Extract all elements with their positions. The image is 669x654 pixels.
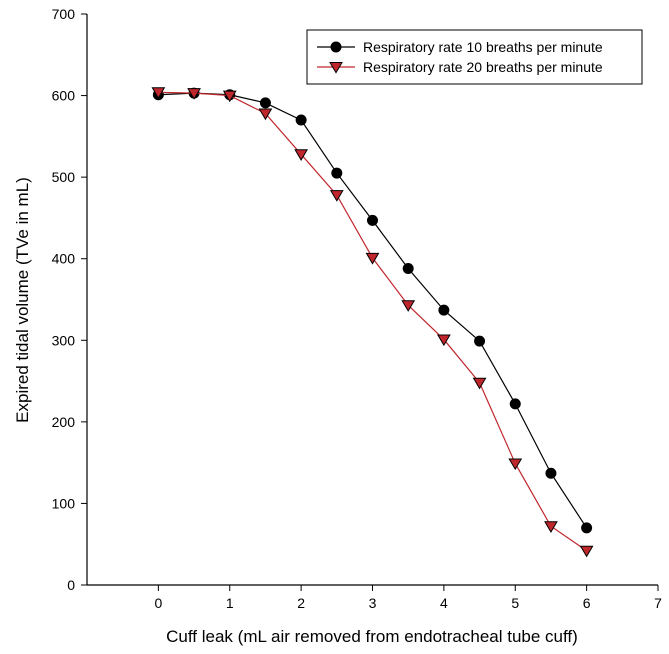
legend-marker-series-2 <box>329 62 343 74</box>
series-2-point <box>579 545 594 558</box>
series-2-point <box>365 252 380 265</box>
series-1 <box>152 87 593 534</box>
series-1-point <box>438 304 450 316</box>
series-2-point <box>544 521 558 533</box>
series-1-point <box>331 167 343 179</box>
y-tick-label: 500 <box>52 169 76 185</box>
series-2-point <box>329 190 344 202</box>
series-1-point <box>474 335 486 347</box>
series-1-point <box>259 97 271 109</box>
series-2-point <box>222 90 237 103</box>
series-1-point <box>402 263 414 275</box>
series-2-point <box>401 300 416 312</box>
series-1-line <box>158 92 588 529</box>
y-tick-label: 0 <box>67 577 75 593</box>
legend-label-series-2: Respiratory rate 20 breaths per minute <box>363 59 603 75</box>
series-2-point <box>151 87 166 99</box>
x-tick-label: 7 <box>654 595 662 611</box>
series-2-point <box>258 108 273 121</box>
y-tick-label: 700 <box>52 6 76 22</box>
x-axis-title: Cuff leak (mL air removed from endotrach… <box>166 627 578 646</box>
series-layer <box>151 87 594 558</box>
series-2-point <box>294 149 308 161</box>
series-2-point <box>437 334 451 347</box>
y-tick-label: 600 <box>52 88 76 104</box>
series-2-point <box>187 88 201 100</box>
series-1-point <box>545 467 557 479</box>
series-1-point <box>367 214 378 226</box>
x-tick-label: 2 <box>297 595 305 611</box>
x-tick-label: 3 <box>369 595 377 611</box>
x-tick-label: 0 <box>154 595 162 611</box>
x-tick-label: 5 <box>511 595 519 611</box>
series-1-point <box>581 522 593 534</box>
legend-label-series-1: Respiratory rate 10 breaths per minute <box>363 39 603 55</box>
x-tick-label: 4 <box>440 595 448 611</box>
legend: Respiratory rate 10 breaths per minute R… <box>306 29 643 85</box>
y-tick-label: 100 <box>52 495 76 511</box>
y-tick-label: 300 <box>52 332 76 348</box>
legend-box <box>306 29 643 85</box>
series-1-point <box>509 398 521 410</box>
y-axis-ticks: 0 100 200 300 400 500 600 700 <box>52 6 87 593</box>
legend-items <box>317 41 355 74</box>
series-1-point <box>295 114 307 126</box>
x-axis-ticks: 0 1 2 3 4 5 6 7 <box>154 585 662 611</box>
y-tick-label: 400 <box>52 251 76 267</box>
y-axis-title: Expired tidal volume (TVe in mL) <box>13 177 32 423</box>
series-2 <box>151 87 594 558</box>
legend-marker-series-1 <box>330 41 342 53</box>
y-tick-label: 200 <box>52 414 76 430</box>
series-2-point <box>472 377 487 390</box>
series-2-point <box>508 458 523 471</box>
series-2-line <box>158 91 587 552</box>
x-tick-label: 6 <box>583 595 591 611</box>
x-tick-label: 1 <box>226 595 234 611</box>
